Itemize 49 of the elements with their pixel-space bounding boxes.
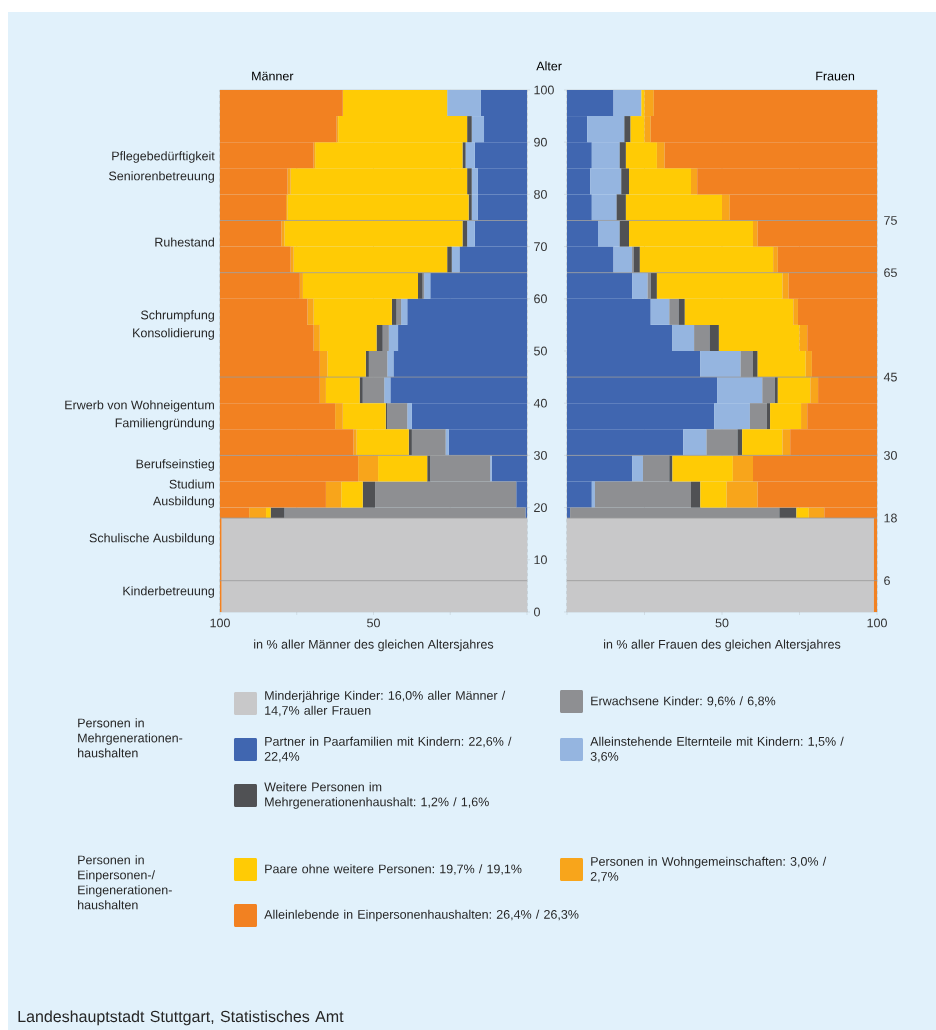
y-tick-label: 90 [534, 137, 547, 147]
text: Personen in Einpersonen-/Eingenerationen-haushalten [78, 855, 172, 910]
y-tick-label: 80 [534, 189, 547, 199]
x-axis-title: in % aller Frauen des gleichen Altersjahres [604, 639, 841, 652]
legend-label: Partner in Paarfamilien mit Kindern: 22,6% / 22,4% [264, 736, 512, 763]
chart-title: Männer [252, 71, 294, 81]
text: Landeshauptstadt Stuttgart, Statistisches Amt [18, 1010, 344, 1026]
ref-line-label: 45 [883, 372, 897, 382]
text: Ausbildung [152, 496, 214, 508]
legend-label: Minderjährige Kinder: 16,0% aller Männer / 14,7% aller Frauen [265, 690, 506, 717]
y-tick-label: 100 [534, 85, 554, 95]
legend-label: Erwachsene Kinder: 9,6% / 6,8% [591, 696, 776, 707]
y-tick-label: 40 [533, 398, 547, 408]
text: Ruhestand [155, 237, 214, 247]
y-tick-label: 50 [534, 346, 547, 356]
text: Erwerb von Wohneigentum [65, 400, 214, 412]
ref-line-label: 75 [884, 216, 897, 225]
ref-line-label: 65 [884, 268, 897, 278]
x-axis-title: in % aller Männer des gleichen Altersjahres [254, 639, 494, 652]
legend-label: Weitere Personen im Mehrgenerationenhaushalt: 1,2% / 1,6% [264, 782, 489, 809]
y-tick-label: 60 [534, 294, 547, 304]
legend-label: Alleinstehende Elternteile mit Kindern: 1,5% / 3,6% [590, 736, 844, 763]
legend-label: Paare ohne weitere Personen: 19,7% / 19,1% [265, 864, 522, 875]
ref-line-label: 30 [883, 450, 897, 460]
y-tick-label: 70 [534, 242, 547, 252]
y-tick-label: 20 [534, 503, 547, 513]
x-tick-label: 100 [210, 618, 230, 628]
text: Schrumpfung [141, 310, 214, 322]
text: Personen in Mehrgenerationen-haushalten [78, 718, 183, 758]
chart-title: Frauen [816, 71, 855, 81]
text: Schulische Ausbildung [89, 533, 214, 545]
text: Seniorenbetreuung [109, 171, 214, 183]
y-axis-title: Alter [536, 61, 562, 71]
ref-line-label: 6 [884, 576, 890, 586]
y-tick-label: 10 [534, 555, 547, 565]
legend-label: Alleinlebende in Einpersonenhaushalten: 26,4% / 26,3% [264, 909, 579, 922]
text: Familiengründung [115, 418, 214, 430]
text: Pflegebedürftigkeit [112, 151, 215, 163]
ref-line-label: 18 [884, 513, 897, 523]
text: Kinderbetreuung [123, 586, 214, 598]
text: Studium [169, 479, 214, 489]
x-tick-label: 100 [867, 618, 887, 628]
x-tick-label: 50 [367, 618, 380, 628]
y-tick-label: 30 [533, 450, 547, 460]
y-tick-label: 0 [534, 607, 540, 617]
x-tick-label: 50 [715, 618, 729, 628]
legend-label: Personen in Wohngemeinschaften: 3,0% / 2,7% [590, 856, 827, 883]
text: Berufseinstieg [136, 459, 214, 471]
text: Konsolidierung [133, 328, 214, 340]
